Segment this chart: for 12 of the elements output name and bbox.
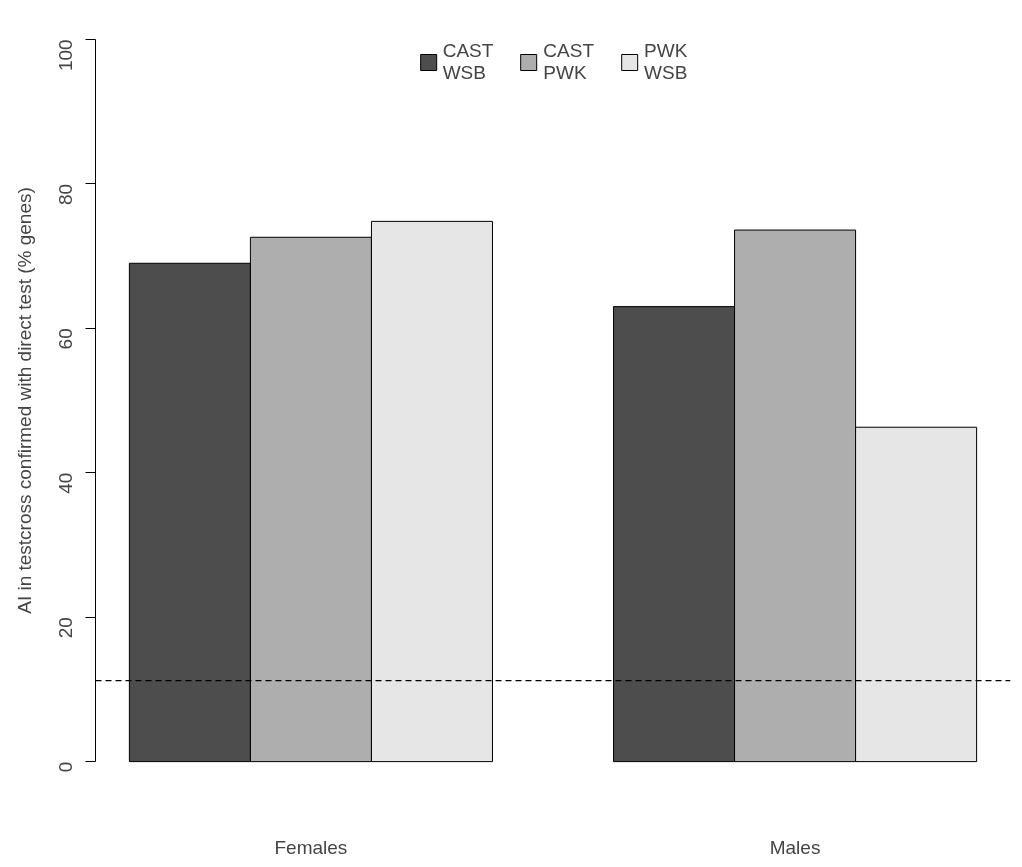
y-tick-label: 80 [55, 183, 76, 205]
y-tick-label: 20 [55, 617, 76, 639]
x-tick-label: Females [274, 836, 348, 858]
legend-label: PWK WSB [644, 40, 688, 84]
y-tick-label: 0 [55, 761, 76, 773]
y-tick-label: 40 [55, 472, 76, 494]
legend-label: CAST PWK [543, 40, 595, 84]
y-axis-title: AI in testcross confirmed with direct test (% genes) [13, 187, 35, 614]
y-tick-label: 60 [55, 328, 76, 350]
legend-label: CAST WSB [442, 40, 494, 84]
x-tick-label: Males [769, 836, 821, 858]
y-tick-label: 100 [55, 39, 76, 72]
